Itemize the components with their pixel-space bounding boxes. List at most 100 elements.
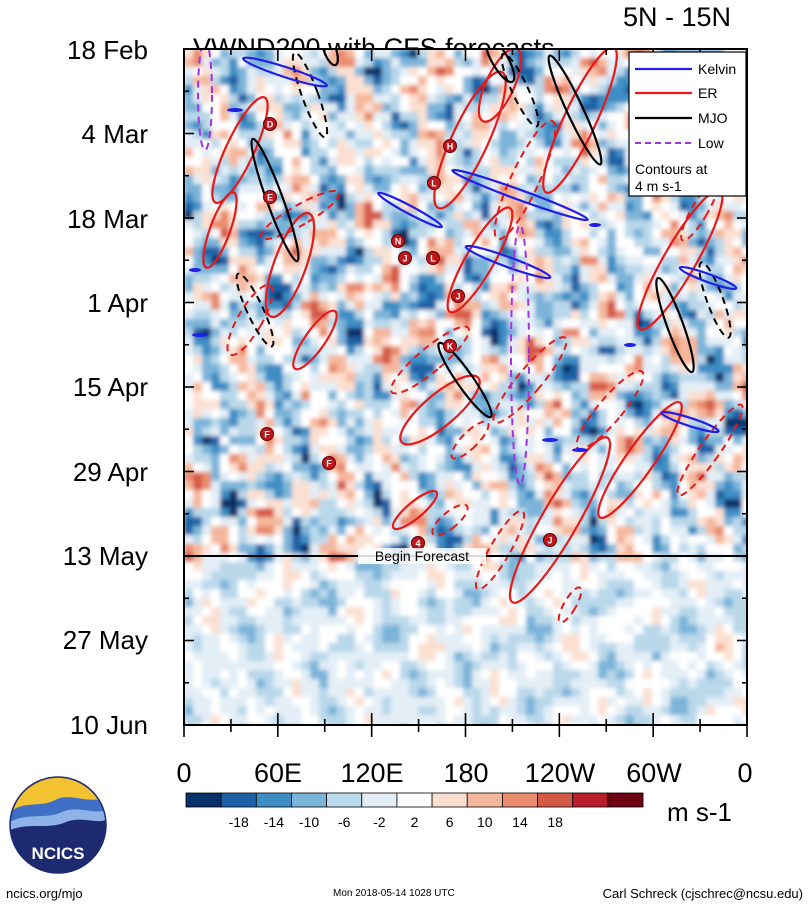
field-cell	[553, 517, 563, 527]
field-cell	[553, 121, 563, 131]
field-cell	[193, 139, 203, 149]
field-cell	[202, 238, 212, 248]
field-cell	[319, 175, 329, 185]
field-cell	[220, 418, 230, 428]
field-cell	[400, 175, 410, 185]
field-cell	[202, 184, 212, 194]
field-cell	[472, 445, 482, 455]
field-cell	[310, 670, 320, 680]
field-cell	[481, 463, 491, 473]
field-cell	[436, 625, 446, 635]
field-cell	[598, 130, 608, 140]
field-cell	[517, 337, 527, 347]
field-cell	[274, 697, 284, 707]
field-cell	[580, 94, 590, 104]
field-cell	[391, 337, 401, 347]
field-cell	[661, 382, 671, 392]
field-cell	[742, 490, 747, 500]
field-cell	[274, 535, 284, 545]
y-tick-label: 18 Mar	[67, 204, 148, 234]
field-cell	[598, 580, 608, 590]
colorbar-swatch	[361, 792, 398, 808]
field-cell	[265, 175, 275, 185]
field-cell	[319, 247, 329, 257]
footer-url[interactable]: ncics.org/mjo	[6, 886, 83, 901]
field-cell	[508, 292, 518, 302]
field-cell	[706, 634, 716, 644]
field-cell	[634, 580, 644, 590]
field-cell	[184, 247, 194, 257]
field-cell	[184, 715, 194, 725]
field-cell	[382, 427, 392, 437]
field-cell	[553, 166, 563, 176]
storm-marker: L	[427, 176, 441, 190]
field-cell	[472, 562, 482, 572]
field-cell	[670, 274, 680, 284]
field-cell	[715, 247, 725, 257]
field-cell	[229, 202, 239, 212]
field-cell	[184, 364, 194, 374]
field-cell	[580, 625, 590, 635]
field-cell	[553, 697, 563, 707]
field-cell	[706, 445, 716, 455]
field-cell	[274, 67, 284, 77]
field-cell	[382, 688, 392, 698]
field-cell	[724, 715, 734, 725]
field-cell	[319, 256, 329, 266]
field-cell	[598, 463, 608, 473]
field-cell	[256, 463, 266, 473]
field-cell	[229, 166, 239, 176]
field-cell	[571, 481, 581, 491]
field-cell	[247, 346, 257, 356]
field-cell	[490, 688, 500, 698]
field-cell	[733, 436, 743, 446]
field-cell	[589, 211, 599, 221]
field-cell	[256, 274, 266, 284]
field-cell	[733, 634, 743, 644]
field-cell	[481, 166, 491, 176]
field-cell	[616, 364, 626, 374]
field-cell	[634, 526, 644, 536]
field-cell	[661, 400, 671, 410]
field-cell	[616, 121, 626, 131]
field-cell	[274, 157, 284, 167]
field-cell	[436, 562, 446, 572]
field-cell	[355, 121, 365, 131]
field-cell	[400, 616, 410, 626]
field-cell	[517, 193, 527, 203]
field-cell	[301, 526, 311, 536]
field-cell	[688, 247, 698, 257]
field-cell	[373, 301, 383, 311]
field-cell	[652, 238, 662, 248]
field-cell	[328, 112, 338, 122]
field-cell	[670, 508, 680, 518]
field-cell	[328, 139, 338, 149]
field-cell	[400, 130, 410, 140]
field-cell	[463, 643, 473, 653]
field-cell	[184, 589, 194, 599]
field-cell	[733, 562, 743, 572]
field-cell	[301, 634, 311, 644]
field-cell	[481, 688, 491, 698]
field-cell	[508, 166, 518, 176]
field-cell	[625, 436, 635, 446]
field-cell	[220, 355, 230, 365]
field-cell	[490, 715, 500, 725]
field-cell	[553, 625, 563, 635]
field-cell	[382, 706, 392, 716]
field-cell	[418, 67, 428, 77]
field-cell	[238, 85, 248, 95]
field-cell	[724, 634, 734, 644]
field-cell	[436, 418, 446, 428]
field-cell	[409, 238, 419, 248]
field-cell	[184, 130, 194, 140]
field-cell	[607, 544, 617, 554]
field-cell	[517, 382, 527, 392]
field-cell	[229, 328, 239, 338]
field-cell	[697, 661, 707, 671]
field-cell	[517, 661, 527, 671]
field-cell	[553, 310, 563, 320]
field-cell	[238, 166, 248, 176]
field-cell	[454, 652, 464, 662]
